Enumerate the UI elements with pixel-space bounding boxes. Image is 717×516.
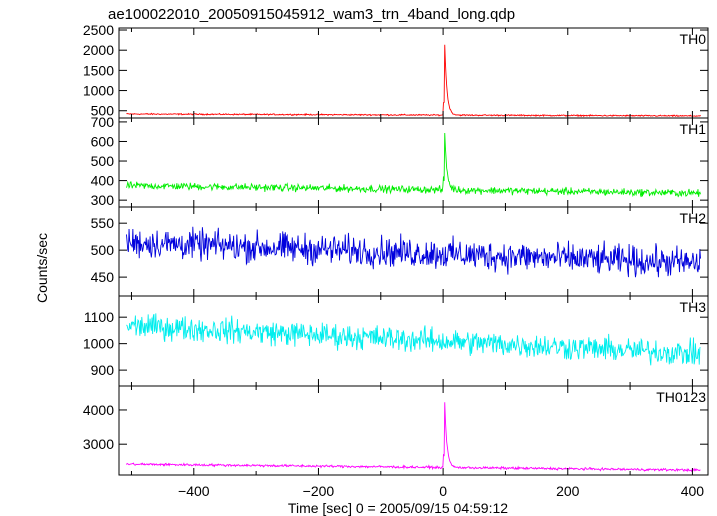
y-tick-label: 3000 [83, 436, 114, 452]
x-tick-label: 400 [681, 483, 705, 499]
panel-frame [118, 117, 709, 208]
panel-label: TH0123 [656, 389, 706, 405]
x-tick-label: −200 [303, 483, 335, 499]
panel-th0123: 3000 4000 TH0123 [83, 385, 709, 476]
y-tick-label: 600 [91, 133, 115, 149]
figure-title: ae100022010_20050915045912_wam3_trn_4ban… [108, 6, 515, 23]
panel-th3: 900 1000 1100 TH3 [83, 295, 709, 387]
panel-th2: 450 500 550 TH2 [91, 206, 709, 297]
y-tick-label: 450 [91, 269, 115, 285]
x-axis-label: Time [sec] 0 = 2005/09/15 04:59:12 [288, 500, 508, 516]
panel-label: TH0 [680, 31, 707, 47]
y-tick-label: 1500 [83, 62, 114, 78]
y-tick-label: 4000 [83, 402, 114, 418]
y-tick-label: 500 [91, 103, 115, 119]
y-tick-label: 400 [91, 173, 115, 189]
panel-th1: 300 400 500 600 700 TH1 [91, 114, 709, 208]
y-tick-label: 1000 [83, 83, 114, 99]
y-tick-label: 550 [91, 215, 115, 231]
panel-th0: 500 1000 1500 2000 2500 TH0 [83, 22, 709, 119]
series-line-th3 [126, 313, 701, 366]
x-tick-label: 0 [439, 483, 447, 499]
panel-frame [118, 27, 709, 119]
panel-label: TH3 [680, 299, 707, 315]
y-tick-label: 1000 [83, 336, 114, 352]
y-tick-label: 1100 [84, 309, 114, 325]
y-axis-label: Counts/sec [34, 233, 50, 303]
series-line-th0 [126, 44, 701, 118]
y-tick-label: 300 [91, 192, 115, 208]
x-tick-label: −400 [178, 483, 210, 499]
y-tick-label: 700 [91, 114, 115, 130]
series-line-th1 [126, 132, 701, 198]
series-line-th0123 [126, 402, 701, 473]
panel-label: TH2 [680, 210, 707, 226]
y-tick-label: 500 [91, 153, 115, 169]
y-tick-label: 2000 [83, 42, 114, 58]
x-tick-label: 200 [556, 483, 580, 499]
y-tick-label: 500 [91, 242, 115, 258]
series-line-th2 [126, 226, 701, 278]
panel-label: TH1 [680, 121, 707, 137]
panel-frame [118, 385, 709, 476]
y-tick-label: 2500 [83, 22, 114, 38]
y-tick-label: 900 [91, 362, 115, 378]
